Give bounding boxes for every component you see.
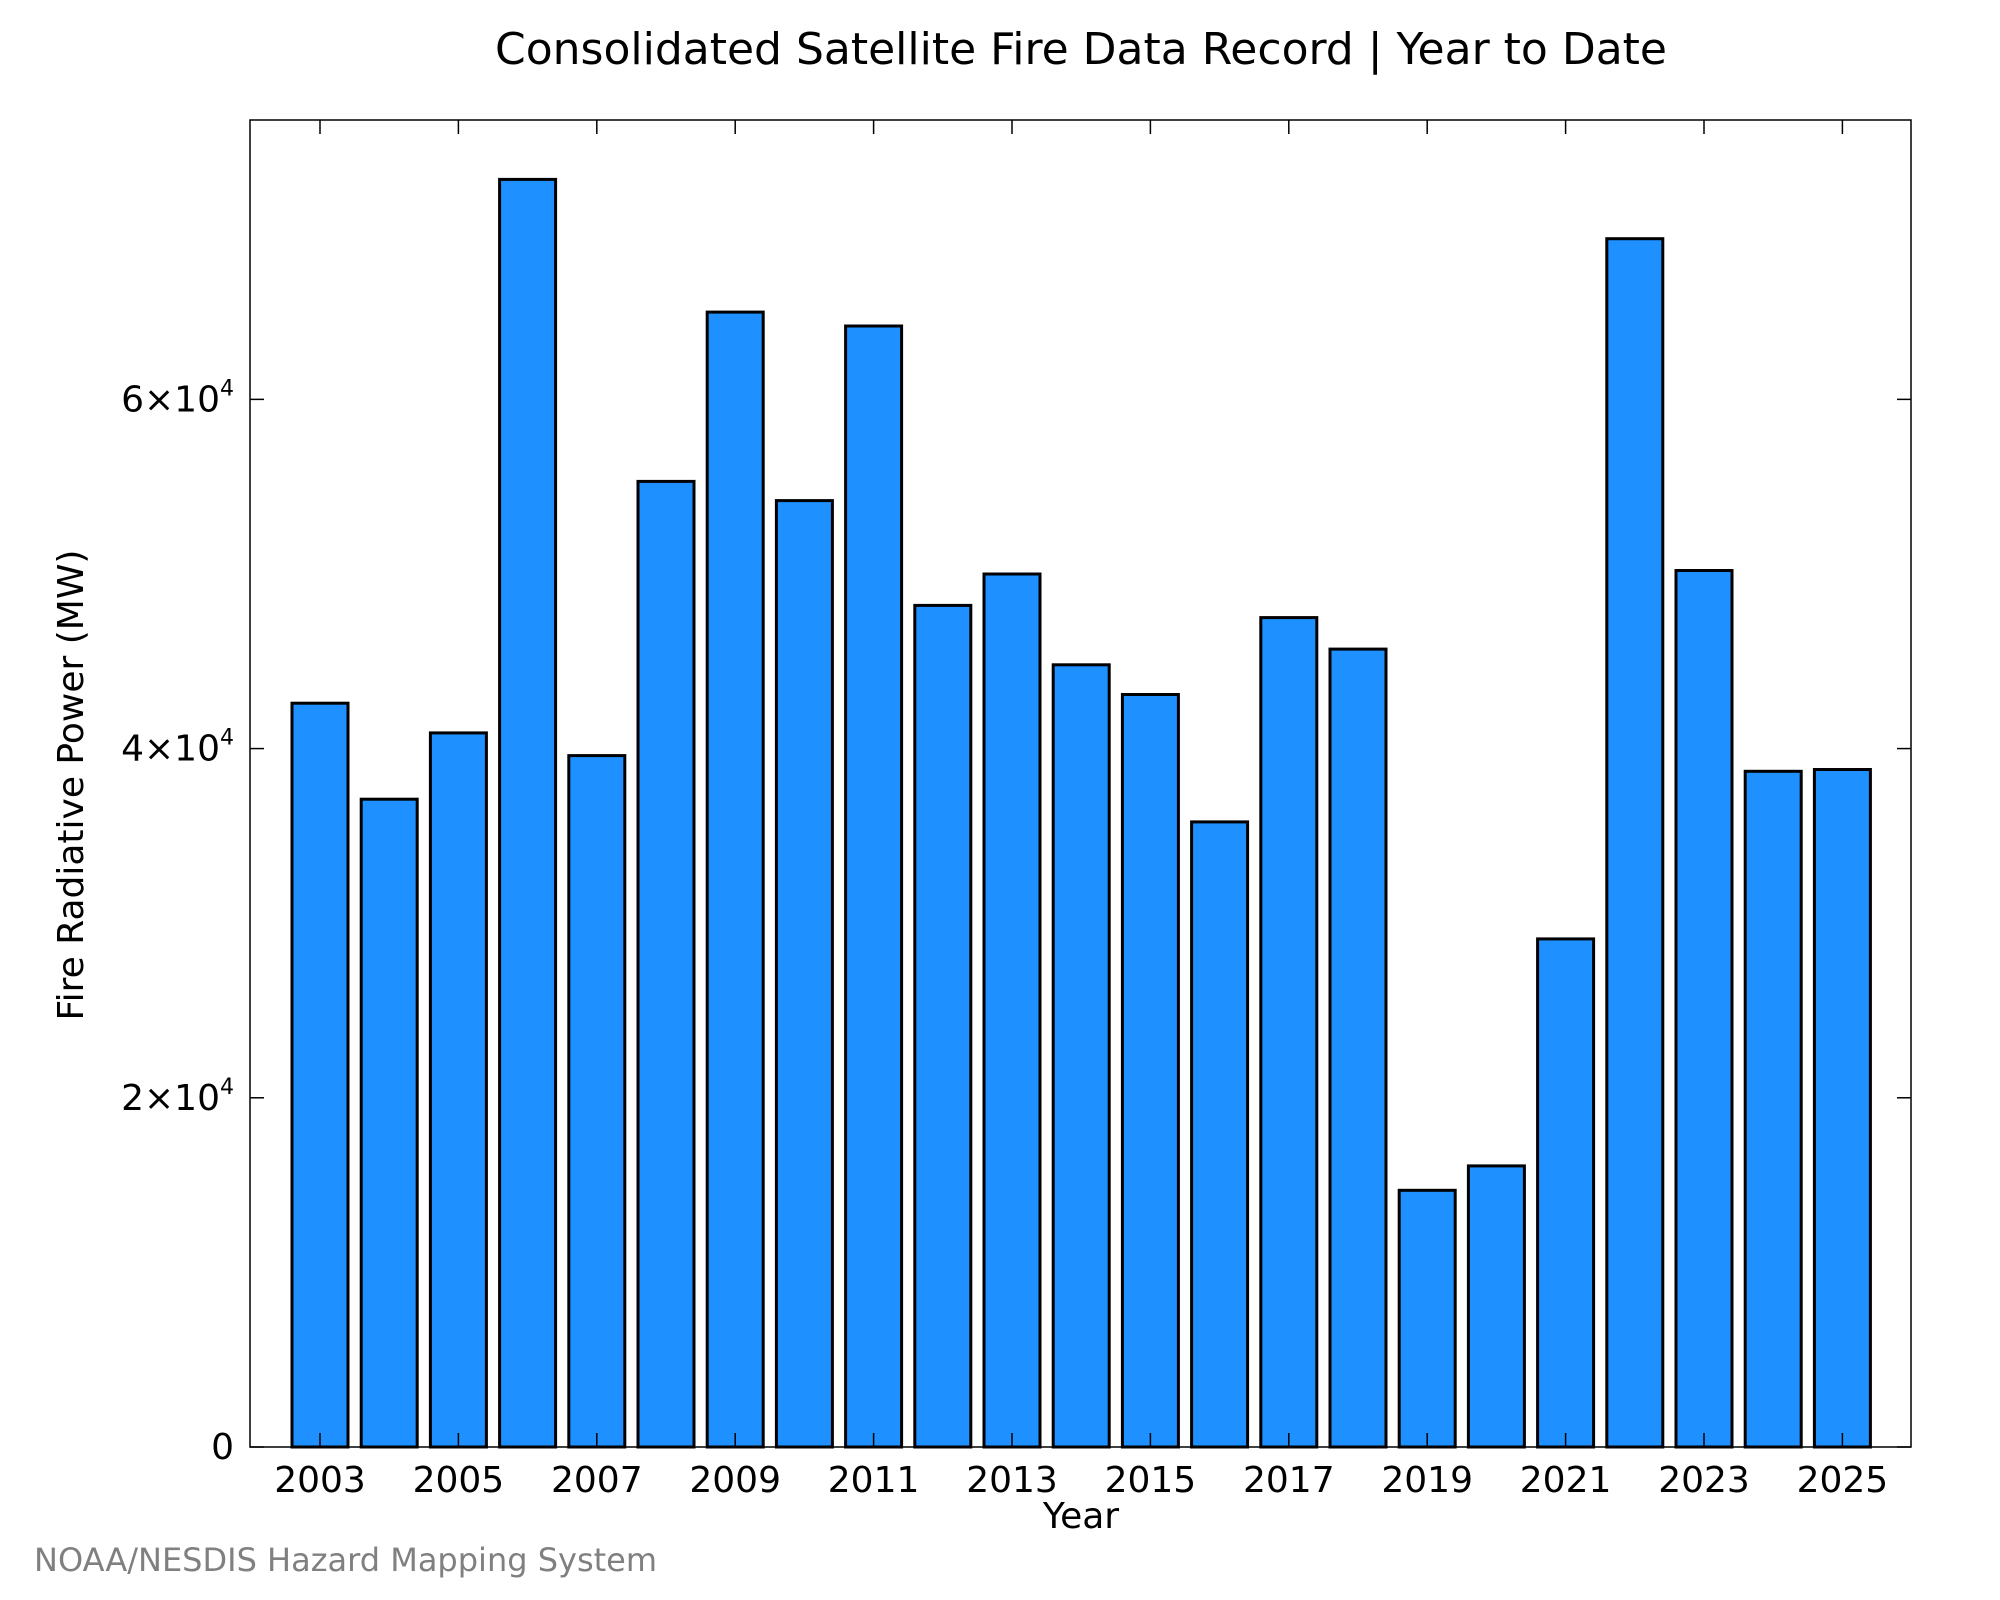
x-tick-label: 2009 (689, 1460, 781, 1501)
x-tick-label: 2021 (1520, 1460, 1612, 1501)
bar-2020 (1466, 1164, 1526, 1449)
x-tick-label: 2017 (1243, 1460, 1335, 1501)
y-tick-label: 2×104 (121, 1075, 234, 1119)
bar-2010 (774, 499, 834, 1449)
credit-text: NOAA/NESDIS Hazard Mapping System (34, 1541, 657, 1579)
bar-2021 (1536, 937, 1596, 1449)
chart-title: Consolidated Satellite Fire Data Record … (495, 24, 1667, 75)
x-tick-label: 2007 (551, 1460, 643, 1501)
x-axis-ticks: 2003 2005 2007 2009 2011 2013 2015 2017 2019 2021… (274, 120, 1888, 1501)
x-tick-label: 2003 (274, 1460, 366, 1501)
bar-2012 (913, 603, 973, 1449)
bar-2024 (1743, 769, 1803, 1449)
bar-2005 (428, 731, 488, 1449)
bar-2015 (1120, 693, 1180, 1449)
bar-2014 (1051, 663, 1111, 1449)
bar-2004 (359, 797, 419, 1449)
x-tick-label: 2013 (966, 1460, 1058, 1501)
x-tick-label: 2011 (828, 1460, 920, 1501)
x-tick-label: 2019 (1381, 1460, 1473, 1501)
x-tick-label: 2025 (1797, 1460, 1889, 1501)
x-tick-label: 2005 (413, 1460, 505, 1501)
bar-2008 (636, 479, 696, 1449)
y-axis-ticks: 0 2×104 4×104 6×104 (121, 376, 1911, 1468)
bar-2016 (1190, 820, 1250, 1449)
bar-2025 (1812, 768, 1872, 1449)
bar-group (290, 177, 1872, 1449)
bar-2006 (498, 177, 558, 1449)
bar-2007 (567, 754, 627, 1449)
bar-2009 (705, 310, 765, 1449)
bar-2017 (1259, 616, 1319, 1449)
bar-2019 (1397, 1188, 1457, 1449)
bar-2013 (982, 572, 1042, 1449)
y-tick-label: 6×104 (121, 376, 234, 420)
y-tick-label: 0 (211, 1427, 234, 1468)
bar-2003 (290, 701, 350, 1449)
bar-2022 (1605, 237, 1665, 1449)
x-tick-label: 2015 (1105, 1460, 1197, 1501)
y-tick-label: 4×104 (121, 726, 234, 770)
x-axis-label: Year (1042, 1496, 1119, 1537)
y-axis-label: Fire Radiative Power (MW) (51, 550, 92, 1021)
bar-2023 (1674, 569, 1734, 1449)
bar-2018 (1328, 647, 1388, 1449)
bar-2011 (844, 324, 904, 1449)
x-tick-label: 2023 (1658, 1460, 1750, 1501)
